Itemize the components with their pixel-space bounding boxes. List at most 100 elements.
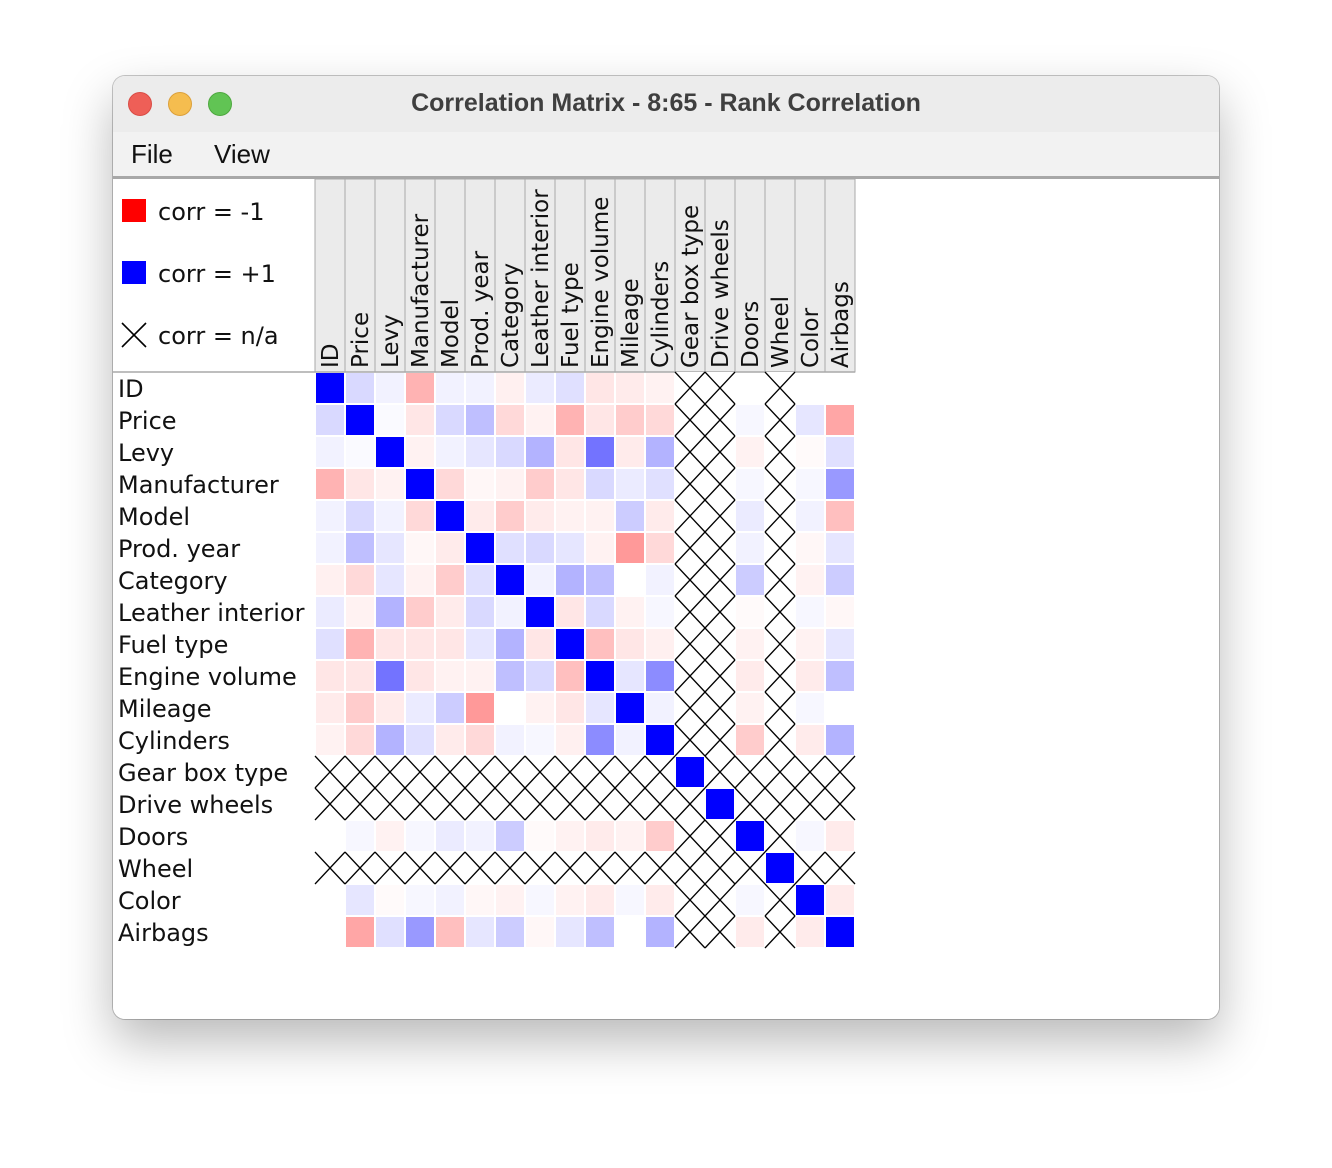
cell-airbags-levy[interactable] xyxy=(376,917,404,947)
cell-mileage-color[interactable] xyxy=(796,693,824,723)
cell-leather-interior-manufacturer[interactable] xyxy=(406,597,434,627)
cell-drive-wheels-color-na[interactable] xyxy=(794,787,826,821)
cell-price-category[interactable] xyxy=(496,405,524,435)
column-header-bg-model[interactable] xyxy=(434,178,466,373)
cell-gear-box-type-prod-year-na[interactable] xyxy=(464,755,496,789)
cell-id-drive-wheels-na[interactable] xyxy=(704,371,736,405)
cell-fuel-type-prod-year[interactable] xyxy=(466,629,494,659)
cell-drive-wheels-manufacturer-na[interactable] xyxy=(404,787,436,821)
cell-color-leather-interior[interactable] xyxy=(526,885,554,915)
cell-doors-airbags[interactable] xyxy=(826,821,854,851)
cell-manufacturer-gear-box-type-na[interactable] xyxy=(674,467,706,501)
cell-levy-doors[interactable] xyxy=(736,437,764,467)
cell-engine-volume-mileage[interactable] xyxy=(616,661,644,691)
cell-category-fuel-type[interactable] xyxy=(556,565,584,595)
cell-mileage-doors[interactable] xyxy=(736,693,764,723)
cell-leather-interior-leather-interior[interactable] xyxy=(526,597,554,627)
cell-doors-price[interactable] xyxy=(346,821,374,851)
cell-cylinders-prod-year[interactable] xyxy=(466,725,494,755)
cell-cylinders-drive-wheels-na[interactable] xyxy=(704,723,736,757)
cell-wheel-cylinders-na[interactable] xyxy=(644,851,676,885)
cell-cylinders-cylinders[interactable] xyxy=(646,725,674,755)
cell-mileage-category[interactable] xyxy=(496,693,524,723)
cell-model-doors[interactable] xyxy=(736,501,764,531)
cell-price-mileage[interactable] xyxy=(616,405,644,435)
cell-manufacturer-engine-volume[interactable] xyxy=(586,469,614,499)
cell-prod-year-id[interactable] xyxy=(316,533,344,563)
cell-model-gear-box-type-na[interactable] xyxy=(674,499,706,533)
cell-airbags-color[interactable] xyxy=(796,917,824,947)
cell-engine-volume-price[interactable] xyxy=(346,661,374,691)
cell-mileage-manufacturer[interactable] xyxy=(406,693,434,723)
cell-doors-cylinders[interactable] xyxy=(646,821,674,851)
cell-model-category[interactable] xyxy=(496,501,524,531)
cell-prod-year-gear-box-type-na[interactable] xyxy=(674,531,706,565)
cell-price-airbags[interactable] xyxy=(826,405,854,435)
cell-prod-year-color[interactable] xyxy=(796,533,824,563)
cell-engine-volume-color[interactable] xyxy=(796,661,824,691)
cell-cylinders-gear-box-type-na[interactable] xyxy=(674,723,706,757)
cell-prod-year-airbags[interactable] xyxy=(826,533,854,563)
cell-fuel-type-color[interactable] xyxy=(796,629,824,659)
cell-drive-wheels-gear-box-type-na[interactable] xyxy=(674,787,706,821)
cell-wheel-id-na[interactable] xyxy=(314,851,346,885)
cell-wheel-airbags-na[interactable] xyxy=(824,851,856,885)
cell-mileage-gear-box-type-na[interactable] xyxy=(674,691,706,725)
cell-cylinders-wheel-na[interactable] xyxy=(764,723,796,757)
cell-price-manufacturer[interactable] xyxy=(406,405,434,435)
cell-cylinders-fuel-type[interactable] xyxy=(556,725,584,755)
cell-color-category[interactable] xyxy=(496,885,524,915)
cell-price-doors[interactable] xyxy=(736,405,764,435)
cell-airbags-engine-volume[interactable] xyxy=(586,917,614,947)
cell-doors-prod-year[interactable] xyxy=(466,821,494,851)
cell-engine-volume-fuel-type[interactable] xyxy=(556,661,584,691)
cell-cylinders-leather-interior[interactable] xyxy=(526,725,554,755)
cell-category-price[interactable] xyxy=(346,565,374,595)
cell-id-id[interactable] xyxy=(316,373,344,403)
cell-gear-box-type-levy-na[interactable] xyxy=(374,755,406,789)
cell-fuel-type-fuel-type[interactable] xyxy=(556,629,584,659)
cell-engine-volume-wheel-na[interactable] xyxy=(764,659,796,693)
cell-leather-interior-mileage[interactable] xyxy=(616,597,644,627)
cell-model-model[interactable] xyxy=(436,501,464,531)
cell-doors-gear-box-type-na[interactable] xyxy=(674,819,706,853)
cell-mileage-engine-volume[interactable] xyxy=(586,693,614,723)
cell-fuel-type-id[interactable] xyxy=(316,629,344,659)
cell-price-drive-wheels-na[interactable] xyxy=(704,403,736,437)
cell-price-wheel-na[interactable] xyxy=(764,403,796,437)
cell-manufacturer-drive-wheels-na[interactable] xyxy=(704,467,736,501)
cell-wheel-manufacturer-na[interactable] xyxy=(404,851,436,885)
column-header-bg-levy[interactable] xyxy=(374,178,406,373)
cell-price-levy[interactable] xyxy=(376,405,404,435)
cell-drive-wheels-cylinders-na[interactable] xyxy=(644,787,676,821)
cell-mileage-prod-year[interactable] xyxy=(466,693,494,723)
cell-airbags-id[interactable] xyxy=(316,917,344,947)
cell-levy-id[interactable] xyxy=(316,437,344,467)
cell-doors-manufacturer[interactable] xyxy=(406,821,434,851)
cell-drive-wheels-category-na[interactable] xyxy=(494,787,526,821)
cell-fuel-type-levy[interactable] xyxy=(376,629,404,659)
cell-color-airbags[interactable] xyxy=(826,885,854,915)
cell-prod-year-engine-volume[interactable] xyxy=(586,533,614,563)
cell-wheel-mileage-na[interactable] xyxy=(614,851,646,885)
cell-doors-drive-wheels-na[interactable] xyxy=(704,819,736,853)
cell-wheel-engine-volume-na[interactable] xyxy=(584,851,616,885)
cell-category-drive-wheels-na[interactable] xyxy=(704,563,736,597)
column-header-bg-color[interactable] xyxy=(794,178,826,373)
menu-view[interactable]: View xyxy=(214,139,270,169)
cell-leather-interior-doors[interactable] xyxy=(736,597,764,627)
cell-wheel-prod-year-na[interactable] xyxy=(464,851,496,885)
cell-category-cylinders[interactable] xyxy=(646,565,674,595)
cell-id-cylinders[interactable] xyxy=(646,373,674,403)
cell-fuel-type-mileage[interactable] xyxy=(616,629,644,659)
cell-color-model[interactable] xyxy=(436,885,464,915)
cell-prod-year-drive-wheels-na[interactable] xyxy=(704,531,736,565)
cell-price-color[interactable] xyxy=(796,405,824,435)
cell-color-manufacturer[interactable] xyxy=(406,885,434,915)
cell-wheel-wheel[interactable] xyxy=(766,853,794,883)
cell-doors-wheel-na[interactable] xyxy=(764,819,796,853)
cell-wheel-price-na[interactable] xyxy=(344,851,376,885)
cell-airbags-mileage[interactable] xyxy=(616,917,644,947)
cell-fuel-type-cylinders[interactable] xyxy=(646,629,674,659)
menu-file[interactable]: File xyxy=(131,139,173,169)
